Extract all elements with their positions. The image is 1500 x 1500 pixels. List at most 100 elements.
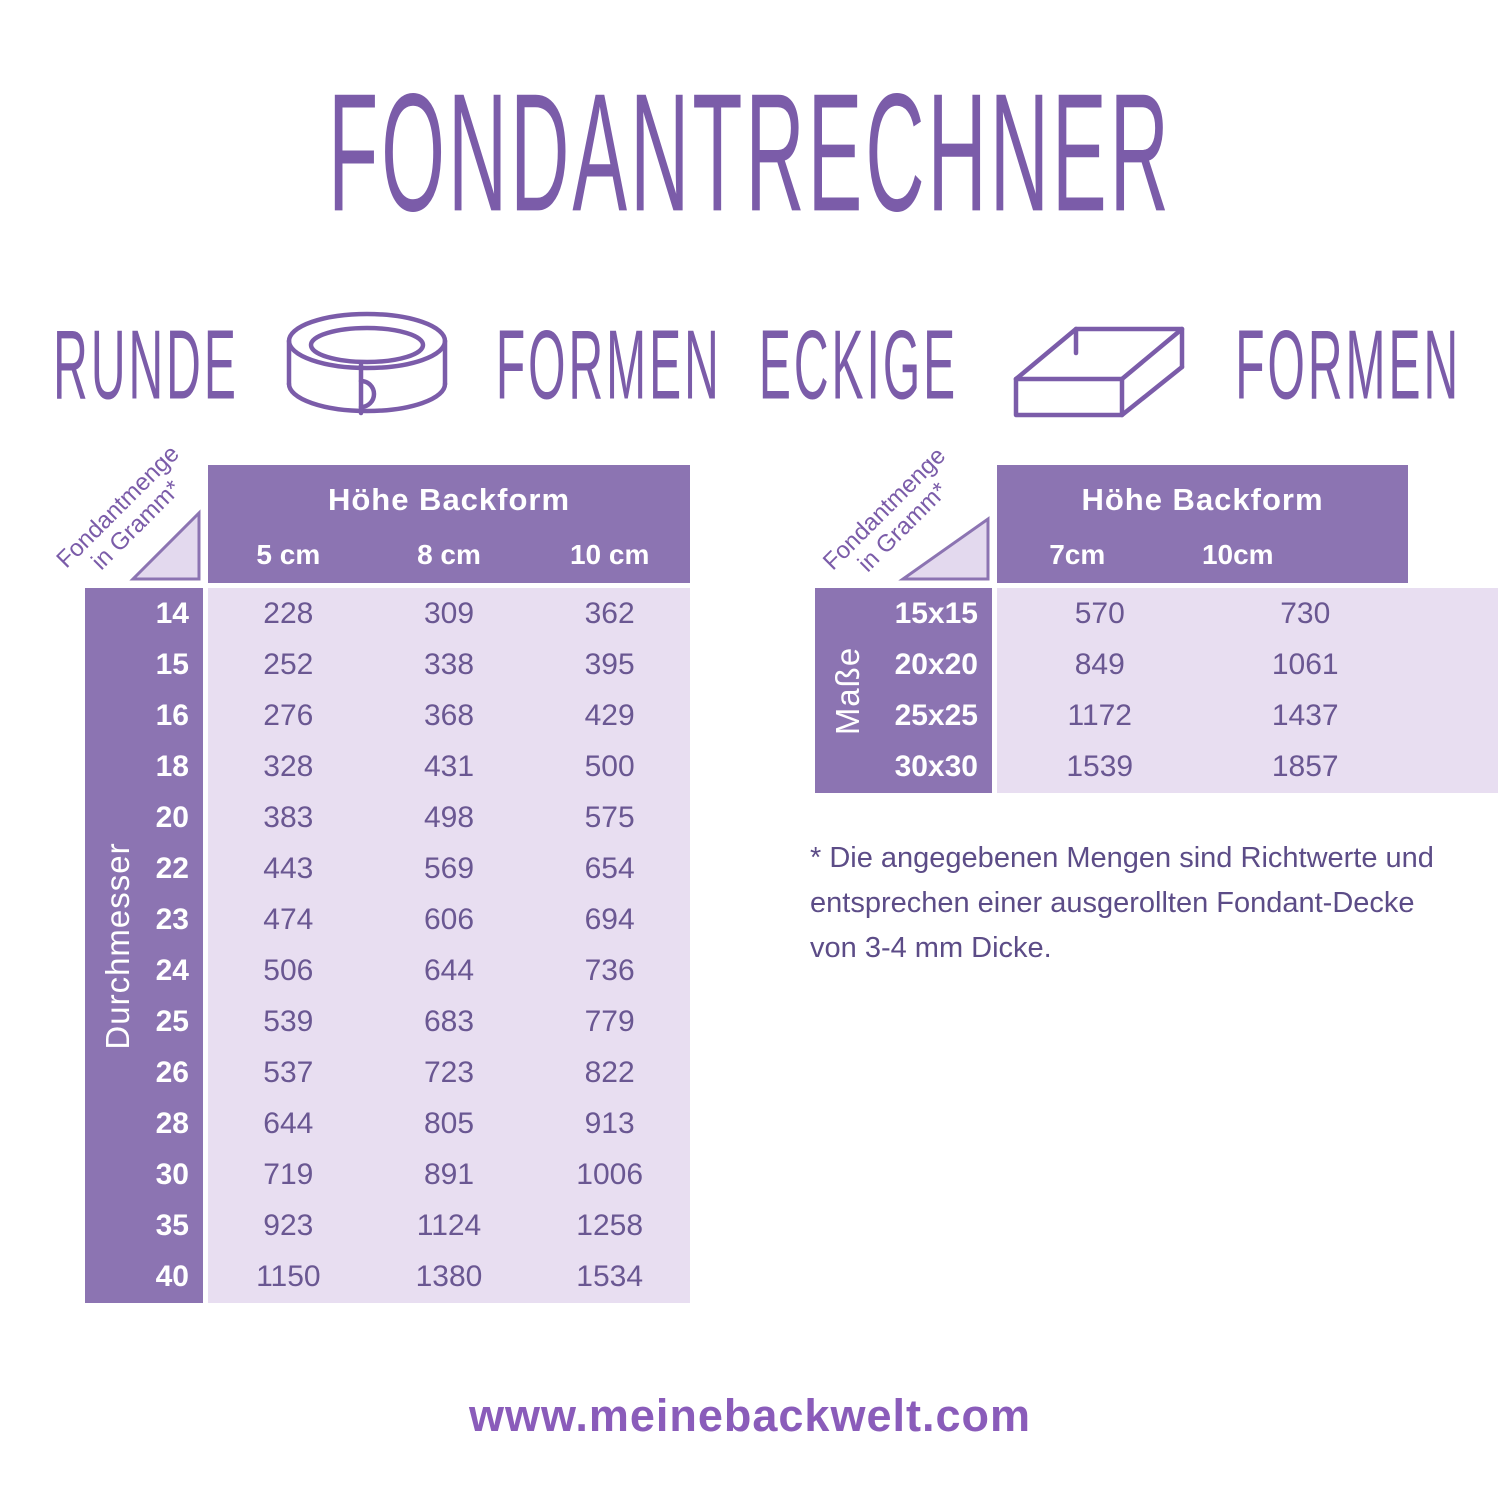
row-label: 22 — [155, 851, 189, 885]
table-cell: 362 — [584, 596, 635, 630]
table-cell: 730 — [1280, 596, 1331, 630]
page-title-wrap: FONDANTRECHNER — [0, 60, 1500, 250]
table-cell: 923 — [263, 1209, 314, 1243]
row-label: 30 — [155, 1158, 189, 1192]
square-word-1: ECKIGE — [758, 311, 959, 421]
table-cell: 1437 — [1271, 699, 1339, 733]
row-label: 26 — [155, 1056, 189, 1090]
table-cell: 539 — [263, 1005, 314, 1039]
col-header-10cm: 10 cm — [569, 539, 650, 570]
corner-triangle-icon — [129, 509, 201, 581]
table-cell: 606 — [423, 902, 475, 936]
col-header-10cm: 10cm — [1201, 539, 1274, 570]
row-label: 20 — [155, 800, 189, 834]
table-cell: 1539 — [1066, 750, 1134, 784]
table-cell: 443 — [263, 851, 314, 885]
table-cell: 891 — [423, 1158, 475, 1192]
table-cell: 1006 — [576, 1158, 644, 1192]
row-label: 25 — [155, 1005, 189, 1039]
table-cell: 1124 — [416, 1209, 482, 1243]
section-header-square: ECKIGE FORMEN — [759, 296, 1458, 436]
table-cell: 719 — [263, 1158, 314, 1192]
round-row-header-column: Durchmesser 14 15 16 18 20 22 23 24 25 2 — [85, 588, 203, 1303]
table-cell: 431 — [423, 749, 475, 783]
table-cell: 570 — [1074, 596, 1125, 630]
corner-triangle-icon — [898, 516, 990, 581]
square-table-header: Höhe Backform 7cm 10cm — [997, 465, 1408, 583]
square-cake-frame-icon — [994, 311, 1199, 421]
row-label: 20x20 — [894, 647, 978, 681]
table-cell: 1534 — [576, 1260, 644, 1294]
table-cell: 498 — [423, 800, 475, 834]
row-label: 15x15 — [894, 596, 978, 630]
row-label: 30x30 — [894, 750, 978, 784]
footnote: * Die angegebenen Mengen sind Richtwerte… — [810, 836, 1460, 971]
round-word-2: FORMEN — [495, 311, 722, 421]
square-row-axis-label: Maße — [829, 646, 866, 735]
round-word-1: RUNDE — [53, 311, 239, 421]
square-column-headers: 7cm 10cm — [997, 539, 1408, 571]
round-table-header: Höhe Backform 5 cm 8 cm 10 cm — [208, 465, 690, 583]
round-row-axis-label: Durchmesser — [99, 841, 136, 1050]
table-cell: 736 — [584, 954, 635, 988]
row-label: 40 — [155, 1260, 189, 1294]
table-cell: 328 — [263, 749, 314, 783]
table-cell: 383 — [263, 800, 314, 834]
table-cell: 644 — [263, 1107, 314, 1141]
table-cell: 276 — [263, 698, 314, 732]
footnote-line1: * Die angegebenen Mengen sind Richtwerte… — [810, 842, 1434, 874]
table-cell: 1150 — [256, 1260, 321, 1294]
table-cell: 228 — [263, 596, 314, 630]
footnote-line3: von 3-4 mm Dicke. — [810, 931, 1052, 964]
footnote-line2: entsprechen einer ausgerollten Fondant-D… — [810, 886, 1415, 919]
round-cake-ring-icon — [275, 309, 460, 424]
col-header-7cm: 7cm — [1049, 539, 1106, 570]
round-row-labels: 14 15 16 18 20 22 23 24 25 26 28 30 — [85, 588, 203, 1303]
table-cell: 368 — [423, 698, 475, 732]
square-word-2: FORMEN — [1235, 311, 1462, 421]
table-cell: 694 — [584, 902, 635, 936]
row-label: 24 — [155, 954, 189, 988]
website-url: www.meinebackwelt.com — [468, 1390, 1031, 1441]
table-cell: 913 — [584, 1107, 635, 1141]
table-cell: 338 — [423, 647, 475, 681]
table-cell: 1258 — [576, 1209, 644, 1243]
row-label: 23 — [155, 902, 189, 936]
table-cell: 1172 — [1067, 699, 1132, 733]
table-cell: 429 — [584, 698, 635, 732]
page-title: FONDANTRECHNER — [328, 60, 1172, 248]
col-header-5cm: 5 cm — [256, 539, 321, 570]
table-cell: 654 — [584, 851, 635, 885]
row-label: 14 — [155, 596, 189, 630]
table-cell: 569 — [423, 851, 475, 885]
round-table-body: 228 309 362 252 338 395 276 368 429 328 … — [208, 588, 690, 1303]
square-row-header-column: Maße 15x15 20x20 25x25 30x30 — [815, 588, 992, 793]
table-cell: 575 — [584, 800, 635, 834]
square-table-corner: Fondantmenge in Gramm* — [815, 442, 992, 583]
table-cell: 822 — [584, 1056, 635, 1090]
table-cell: 537 — [263, 1056, 314, 1090]
table-cell: 309 — [423, 596, 475, 630]
round-table-corner: Fondantmenge in Gramm* — [51, 440, 203, 583]
table-cell: 500 — [584, 749, 635, 783]
table-cell: 723 — [423, 1056, 475, 1090]
col-header-8cm: 8 cm — [417, 539, 481, 570]
table-cell: 474 — [263, 902, 314, 936]
row-label: 18 — [155, 749, 189, 783]
square-row-labels: 15x15 20x20 25x25 30x30 — [815, 588, 992, 793]
table-cell: 1061 — [1271, 647, 1339, 681]
row-label: 35 — [155, 1209, 189, 1243]
table-cell: 1857 — [1271, 750, 1339, 784]
table-cell: 395 — [584, 647, 635, 681]
row-label: 16 — [155, 698, 189, 732]
square-header-title: Höhe Backform — [1081, 482, 1324, 517]
square-table-body: 570 730 849 1061 1172 1437 1539 1857 — [997, 588, 1498, 793]
row-label: 25x25 — [894, 699, 978, 733]
table-cell: 805 — [423, 1107, 475, 1141]
table-cell: 683 — [423, 1005, 475, 1039]
table-cell: 252 — [263, 647, 314, 681]
table-cell: 849 — [1074, 647, 1125, 681]
table-cell: 779 — [584, 1005, 635, 1039]
round-header-title: Höhe Backform — [327, 482, 571, 517]
